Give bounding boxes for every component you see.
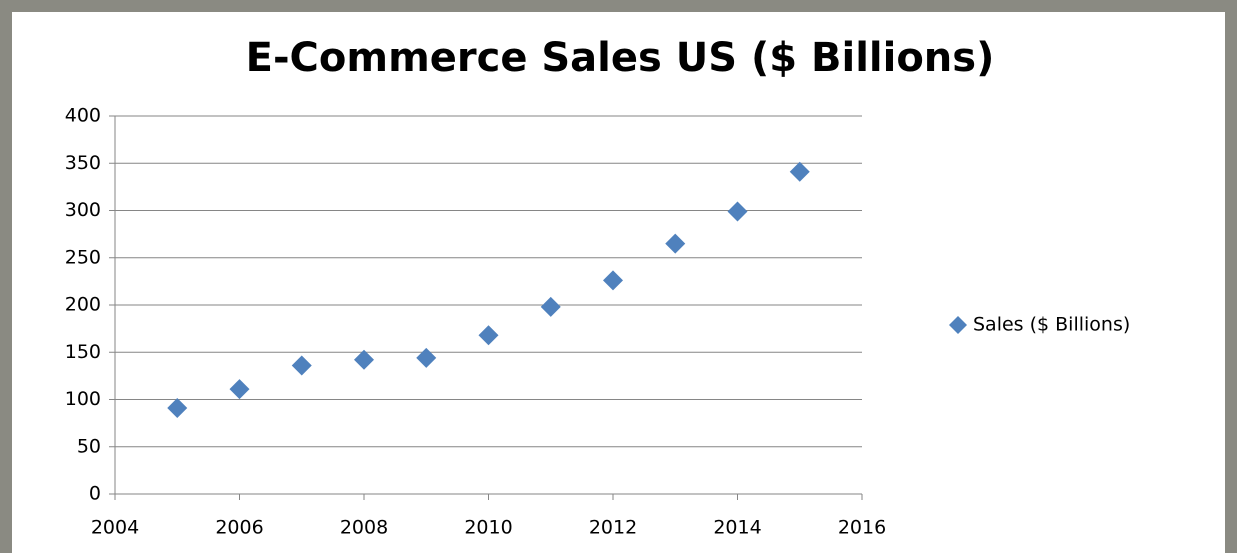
x-tick-label: 2004 xyxy=(91,517,139,539)
y-tick-label: 250 xyxy=(65,246,101,268)
x-tick-label: 2012 xyxy=(589,517,637,539)
data-point xyxy=(167,398,188,419)
x-tick-label: 2010 xyxy=(464,517,512,539)
x-tick-label: 2008 xyxy=(340,517,388,539)
legend-label: Sales ($ Billions) xyxy=(973,314,1130,336)
data-point xyxy=(354,349,374,370)
data-point xyxy=(665,233,686,254)
y-tick-label: 400 xyxy=(65,105,101,127)
y-tick-label: 100 xyxy=(65,388,101,410)
y-tick-label: 150 xyxy=(65,341,101,363)
chart-title: E-Commerce Sales US ($ Billions) xyxy=(246,35,995,81)
x-tick-label: 2016 xyxy=(838,517,886,539)
data-point xyxy=(540,296,561,317)
x-tick-label: 2006 xyxy=(215,517,263,539)
y-tick-label: 50 xyxy=(77,435,101,457)
data-point xyxy=(291,355,312,376)
legend-marker xyxy=(949,316,967,334)
data-point xyxy=(416,347,437,368)
y-tick-label: 0 xyxy=(89,483,101,505)
data-point xyxy=(478,325,499,346)
y-tick-label: 300 xyxy=(65,199,101,221)
data-point xyxy=(603,270,623,291)
data-point xyxy=(727,201,748,222)
y-tick-label: 200 xyxy=(65,294,101,316)
data-point xyxy=(229,379,250,400)
data-point xyxy=(789,161,810,182)
y-tick-label: 350 xyxy=(65,152,101,174)
x-tick-label: 2014 xyxy=(713,517,761,539)
